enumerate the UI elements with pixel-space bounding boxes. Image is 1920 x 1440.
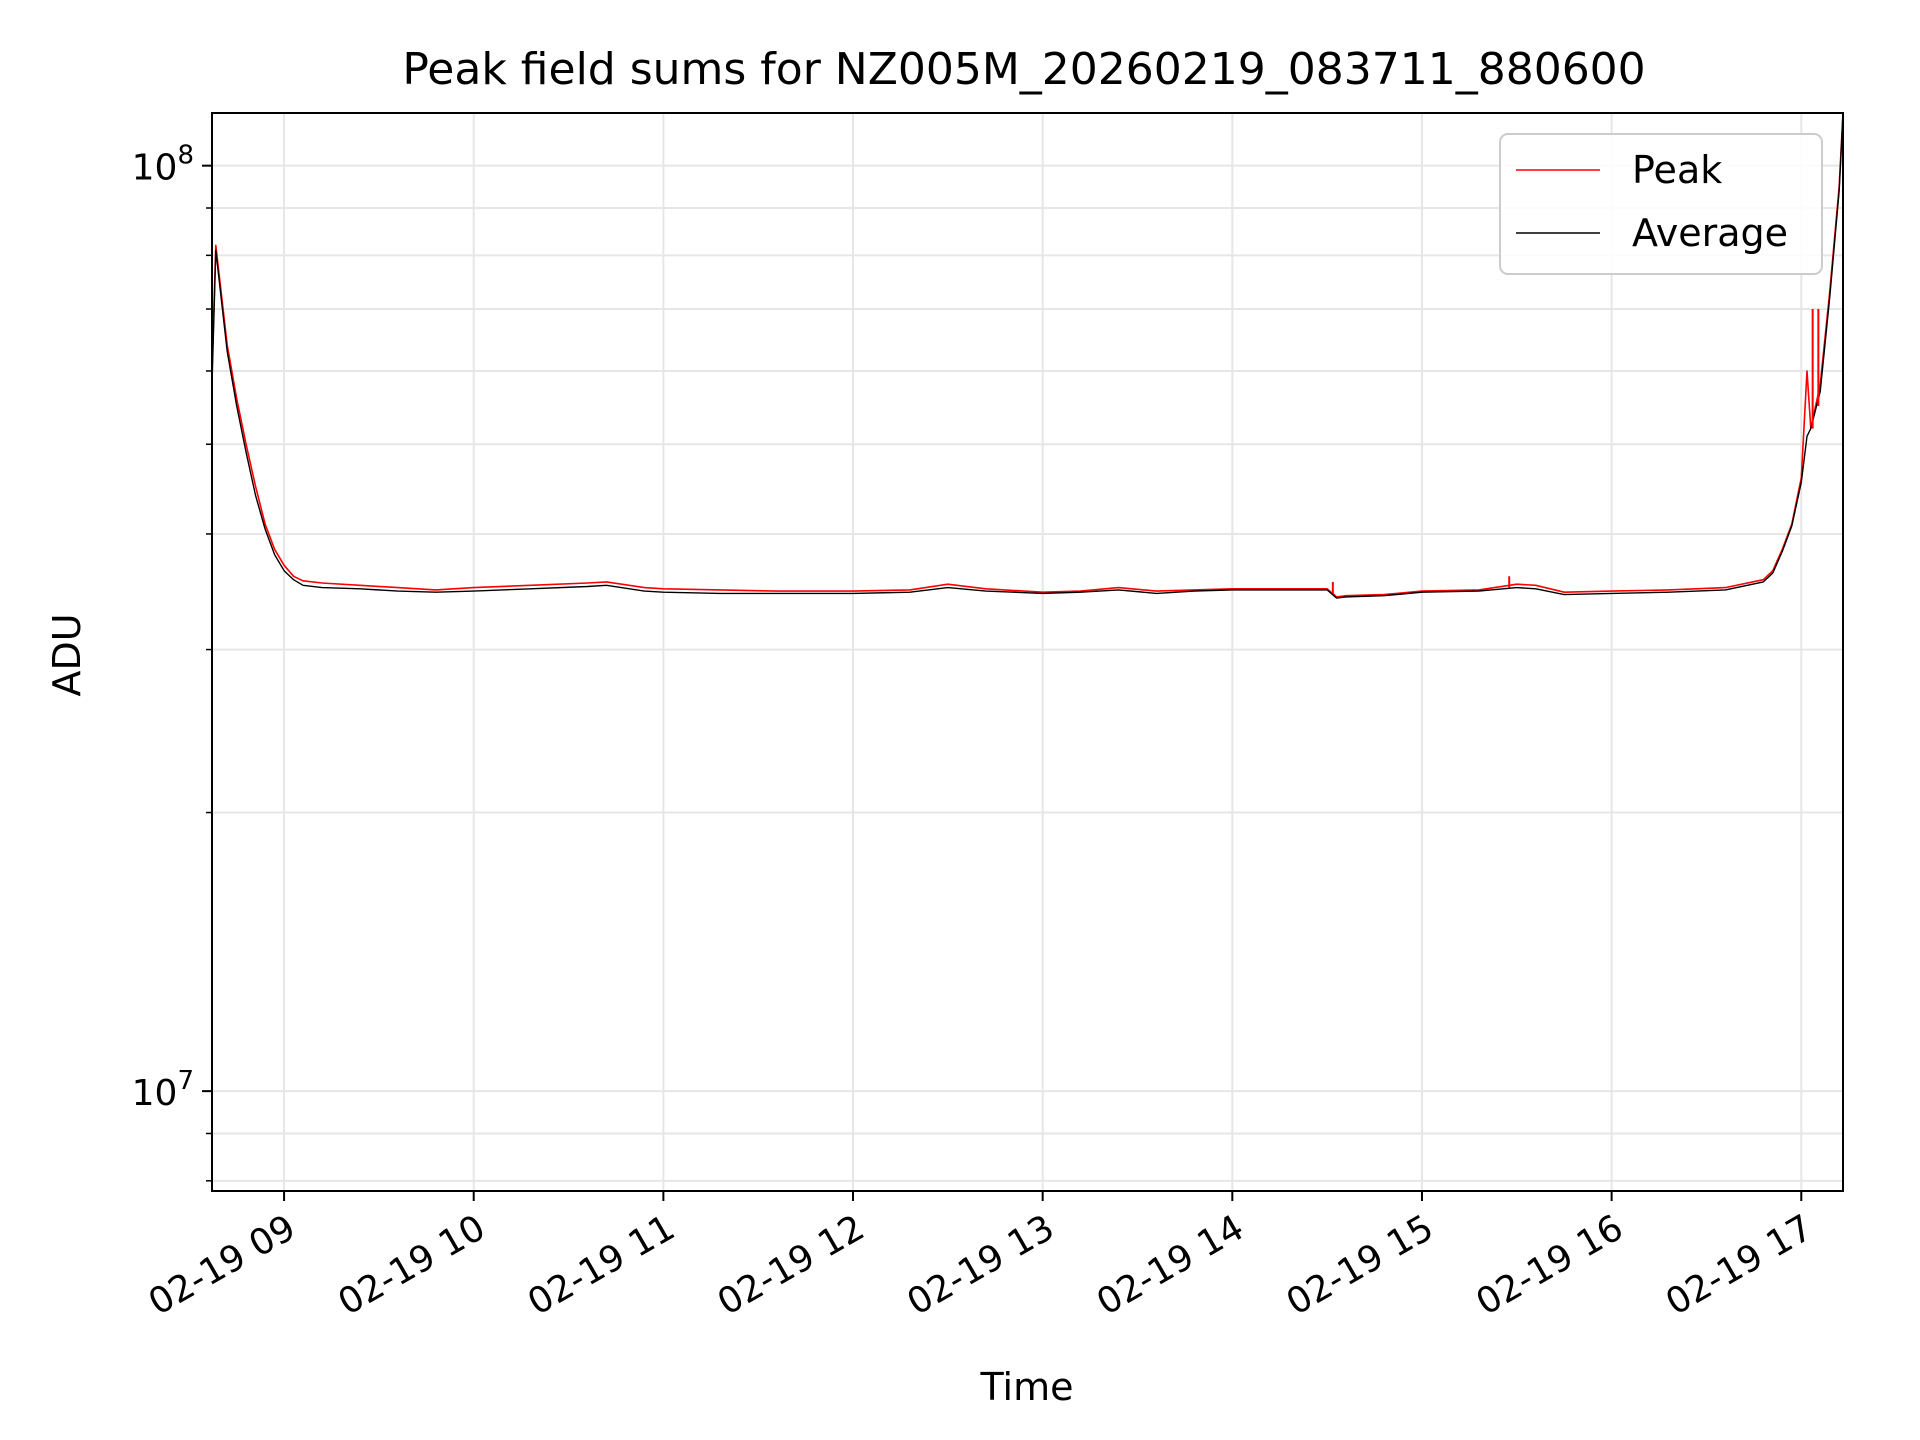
legend-box: [1499, 133, 1823, 275]
legend-label-peak: Peak: [1632, 148, 1722, 192]
y-axis-label: ADU: [45, 613, 89, 696]
y-tick-label: 108: [132, 141, 194, 189]
legend: Peak Average: [1499, 133, 1823, 275]
plot-frame: [211, 112, 1844, 1192]
chart-title: Peak field sums for NZ005M_20260219_0837…: [402, 44, 1645, 95]
x-axis-label: Time: [980, 1365, 1074, 1409]
series-layer: [212, 113, 1843, 599]
series-line-average: [212, 113, 1843, 599]
legend-label-average: Average: [1632, 211, 1788, 255]
y-tick-label: 107: [132, 1066, 194, 1114]
plot-area: [212, 113, 1843, 599]
series-line-peak: [212, 113, 1843, 598]
y-axis: 107 108: [132, 141, 212, 1182]
